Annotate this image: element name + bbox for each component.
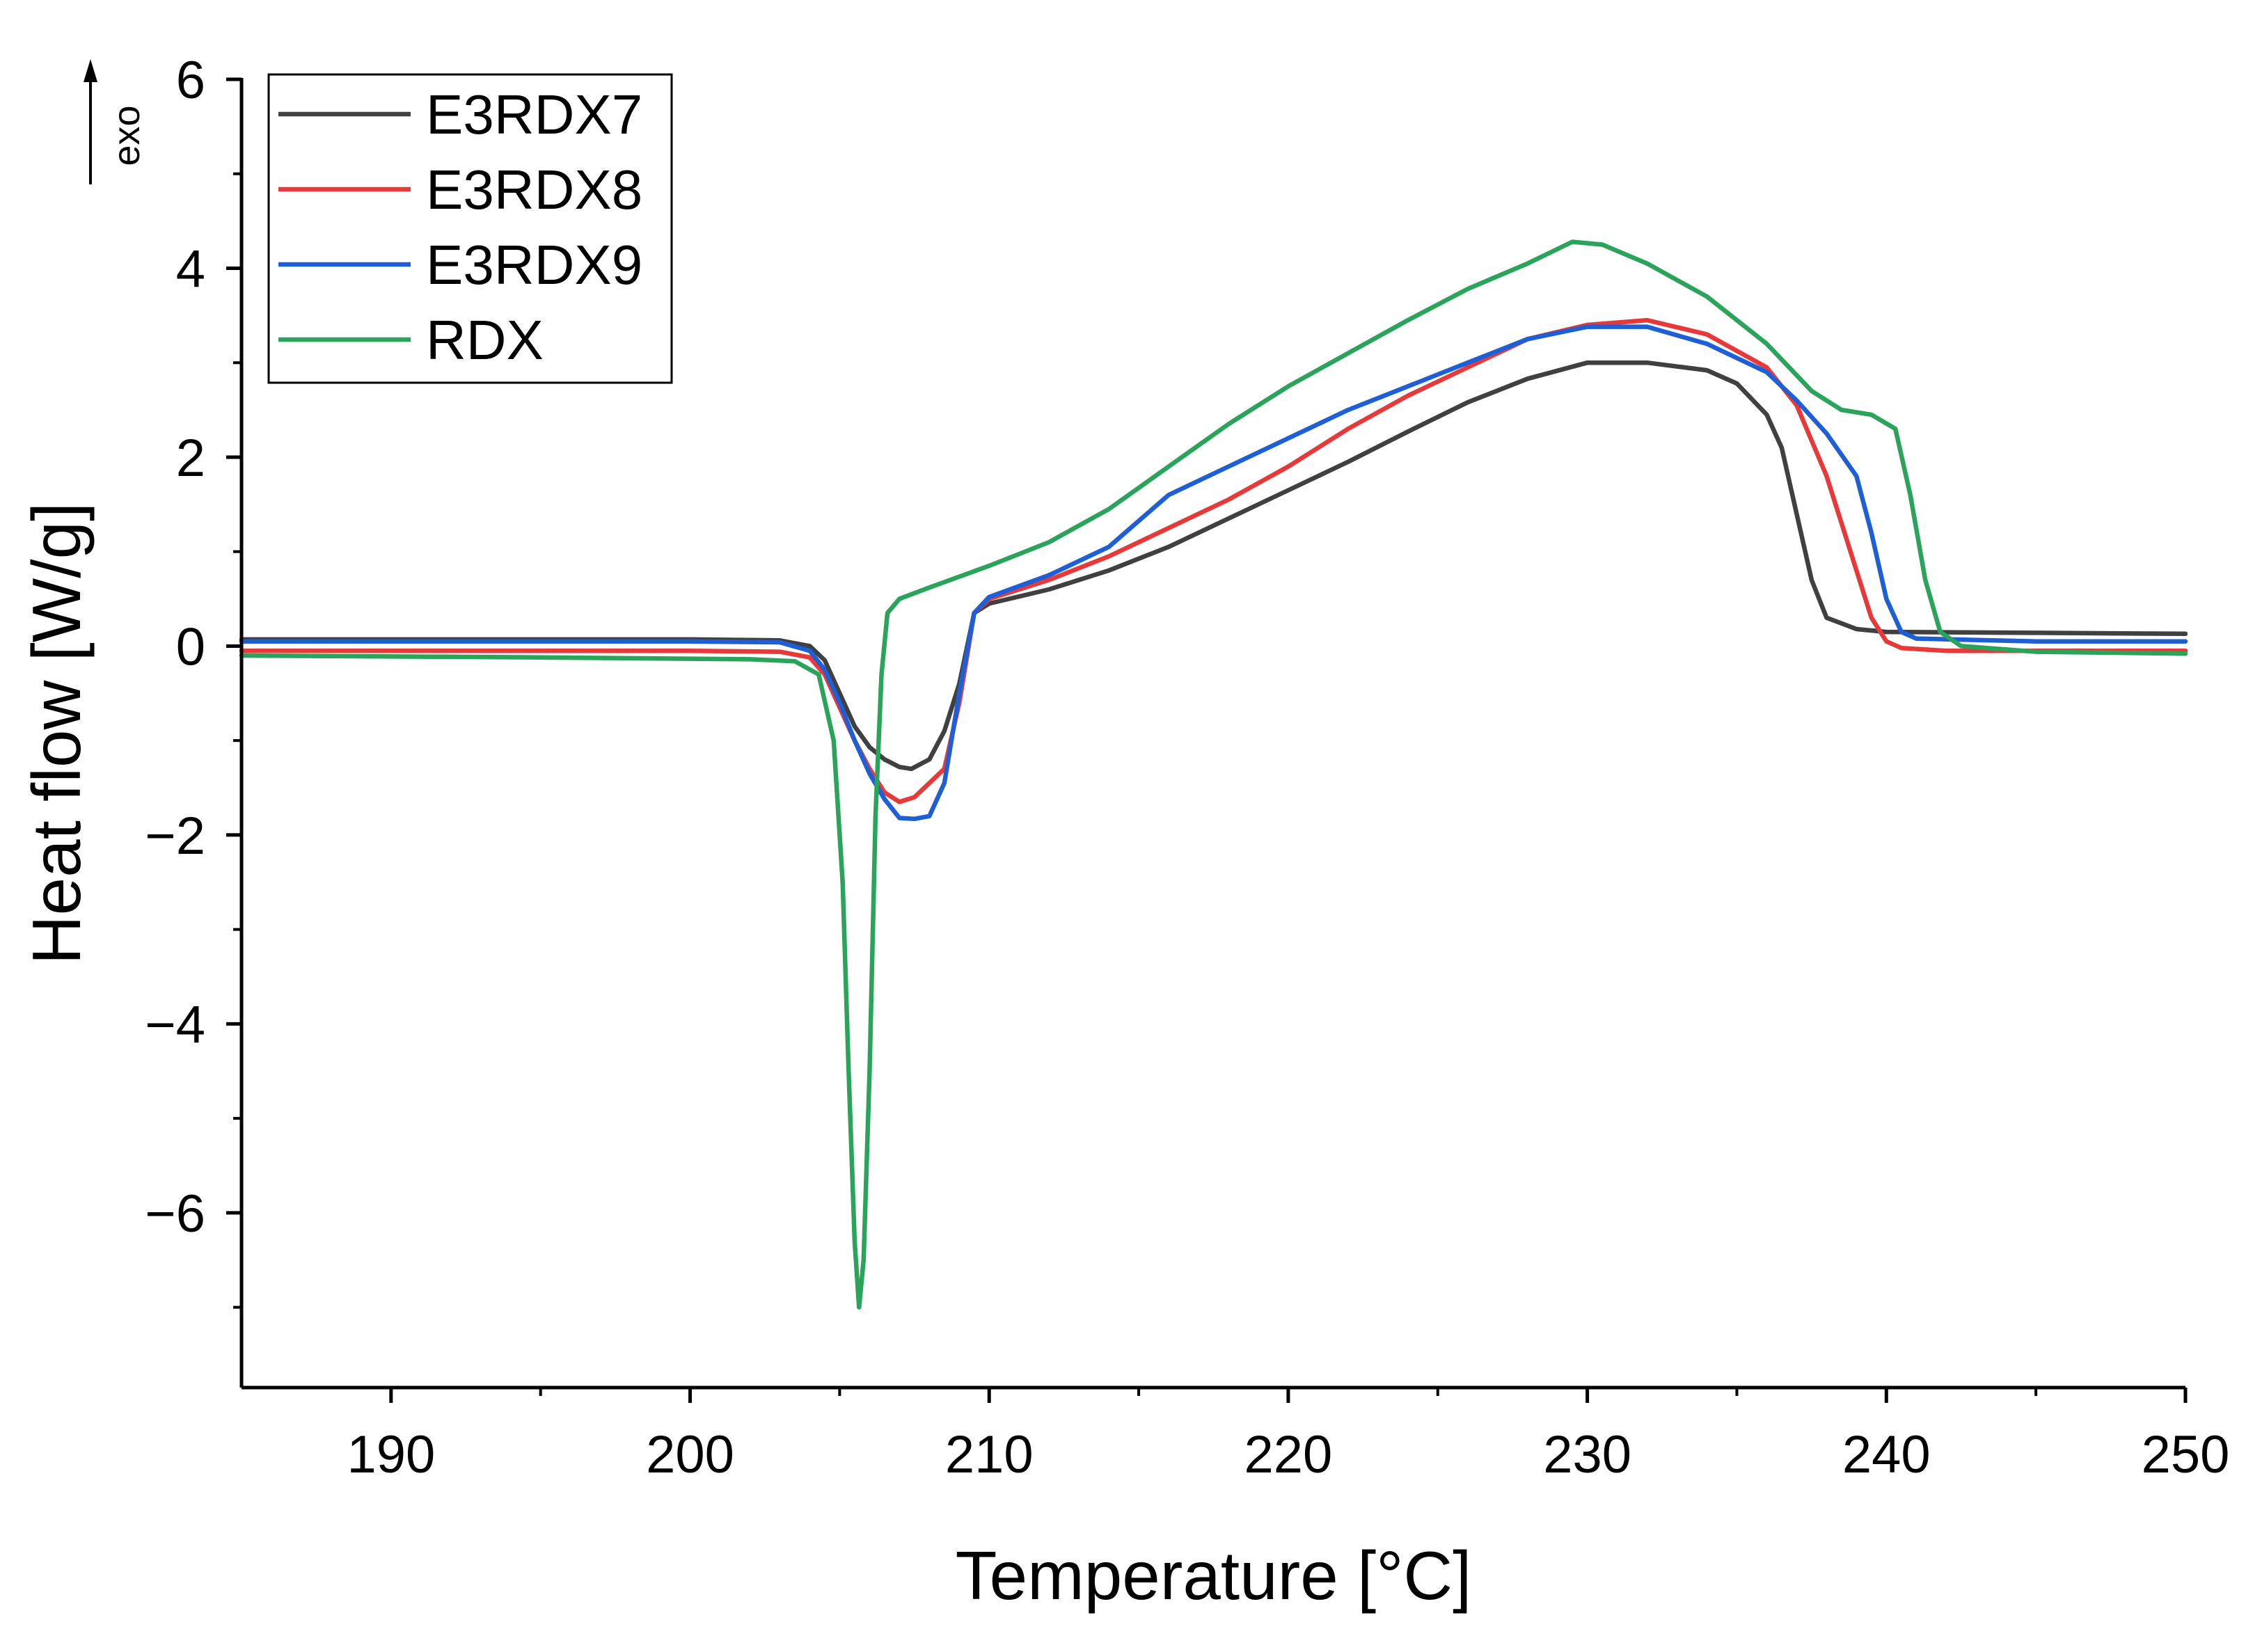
series-line-rdx (239, 239, 2188, 1310)
y-tick-label: 0 (176, 617, 205, 676)
x-tick-label: 210 (945, 1425, 1034, 1484)
series-layer (239, 239, 2188, 1310)
exo-label: exo (106, 105, 148, 166)
x-tick-label: 230 (1543, 1425, 1631, 1484)
axes-layer: 190 200 210 220 230 240 250 −6 −4 −2 0 2 4 6 Temperatu… (18, 51, 2229, 1614)
y-tick-label: −6 (145, 1184, 205, 1244)
y-tick-label: −4 (145, 995, 205, 1054)
legend: E3RDX7 E3RDX8 E3RDX9 RDX (267, 73, 673, 384)
series-line-e3rdx9 (239, 324, 2188, 822)
x-tick-label: 190 (347, 1425, 435, 1484)
x-tick-label: 240 (1842, 1425, 1931, 1484)
legend-label: E3RDX9 (426, 234, 642, 296)
y-tick-label: 2 (176, 429, 205, 488)
y-tick-label: 6 (176, 51, 205, 110)
exo-arrow-icon (84, 59, 97, 82)
legend-label: E3RDX7 (426, 84, 642, 145)
x-tick-label: 200 (646, 1425, 734, 1484)
legend-label: RDX (426, 309, 544, 371)
y-axis-title: Heat flow [W/g] (18, 502, 95, 964)
series-line-e3rdx8 (239, 317, 2188, 804)
y-tick-label: 4 (176, 239, 205, 299)
series-line-e3rdx7 (239, 360, 2188, 772)
x-tick-label: 220 (1244, 1425, 1333, 1484)
legend-label: E3RDX8 (426, 159, 642, 221)
x-axis-title: Temperature [°C] (956, 1537, 1472, 1614)
x-tick-label: 250 (2142, 1425, 2230, 1484)
y-tick-label: −2 (145, 807, 205, 866)
legend-box (267, 73, 673, 384)
